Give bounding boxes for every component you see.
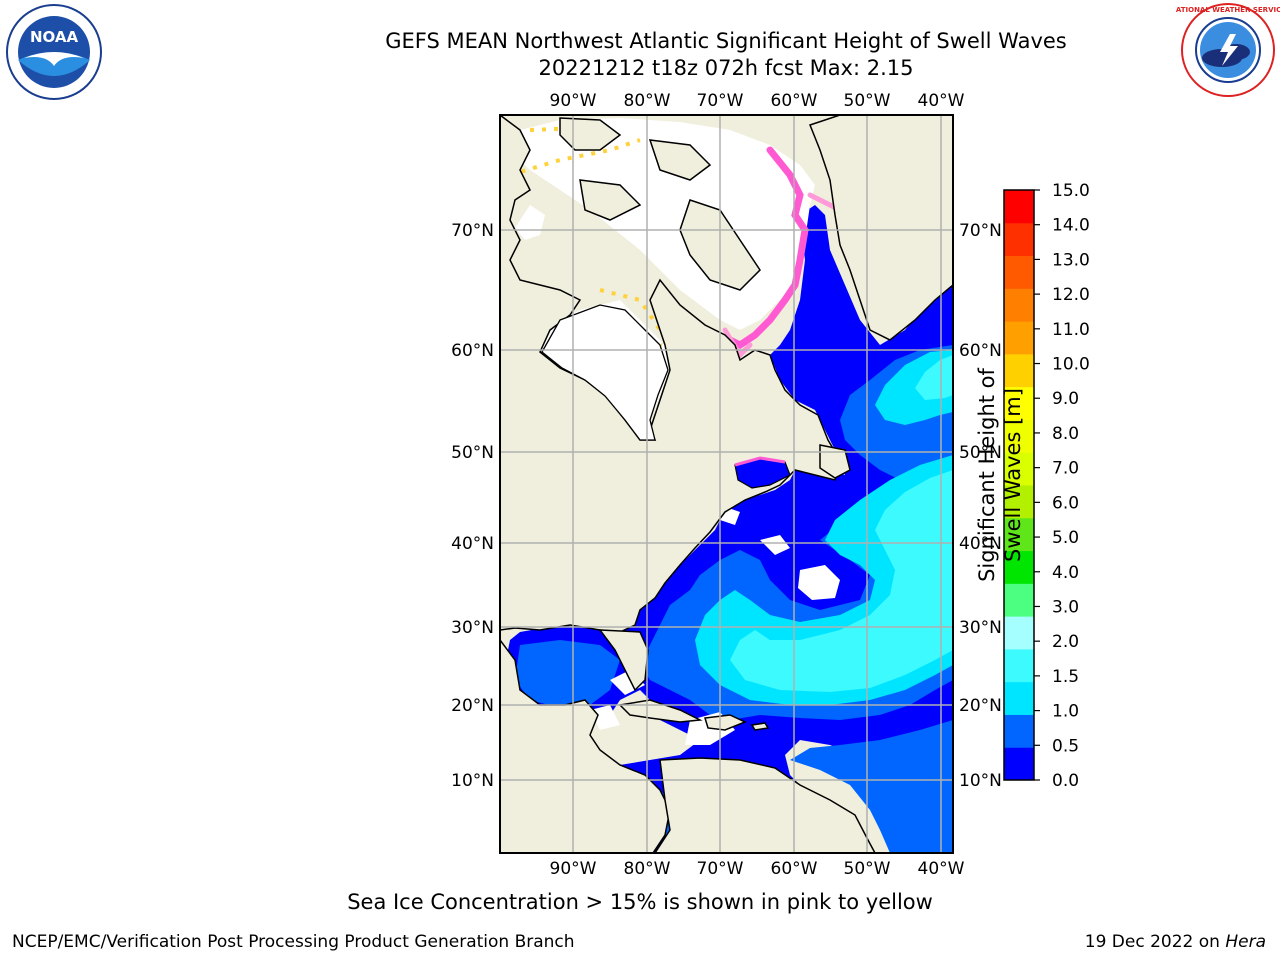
lat-label: 70°N xyxy=(451,221,494,241)
lon-label: 60°W xyxy=(771,859,818,879)
colorbar-tick-label: 3.0 xyxy=(1052,597,1079,617)
colorbar-segment xyxy=(1004,452,1034,486)
colorbar-tick-label: 0.0 xyxy=(1052,771,1079,791)
colorbar-segment xyxy=(1004,583,1034,617)
sea-ice-edge-yellow xyxy=(509,126,663,347)
colorbar-segment xyxy=(1004,616,1034,650)
lon-label: 80°W xyxy=(624,859,671,879)
colorbar-frame xyxy=(1003,189,1035,781)
st-lawrence-ice xyxy=(734,456,786,467)
colorbar-segment xyxy=(1004,648,1034,683)
lon-label: 40°W xyxy=(918,91,965,111)
lon-label: 60°W xyxy=(771,91,818,111)
colorbar-tick-label: 5.0 xyxy=(1052,528,1079,548)
colorbar-label-text: Significant Height of Swell Waves [m] xyxy=(975,368,1025,582)
colorbar-segment xyxy=(1004,714,1034,748)
lat-labels-right: 70°N 60°N 50°N 40°N 30°N 20°N 10°N xyxy=(959,221,1002,791)
lat-labels-left: 70°N 60°N 50°N 40°N 30°N 20°N 10°N xyxy=(451,221,494,791)
colorbar-tick-label: 1.0 xyxy=(1052,702,1079,722)
colorbar-tick-label: 12.0 xyxy=(1052,285,1090,305)
colorbar-segment xyxy=(1004,321,1034,355)
footer-date: 19 Dec 2022 on Hera xyxy=(1085,932,1266,952)
colorbar-tick-label: 8.0 xyxy=(1052,424,1079,444)
sea-ice-caption: Sea Ice Concentration > 15% is shown in … xyxy=(347,890,933,914)
noaa-logo: NOAA xyxy=(6,4,102,100)
colorbar-segment xyxy=(1004,485,1034,519)
lat-label: 60°N xyxy=(451,341,494,361)
lat-label: 70°N xyxy=(959,221,1002,241)
colorbar-tick-label: 15.0 xyxy=(1052,181,1090,201)
lat-label: 40°N xyxy=(451,534,494,554)
lon-labels-top: 90°W 80°W 70°W 60°W 50°W 40°W xyxy=(550,91,965,111)
colorbar-tick-label: 6.0 xyxy=(1052,493,1079,513)
no-data-patches xyxy=(590,505,840,745)
colorbar-label: Significant Height of Swell Waves [m] xyxy=(974,355,1034,595)
colorbar-segment xyxy=(1004,353,1034,388)
colorbar-tick-label: 14.0 xyxy=(1052,216,1090,236)
nws-logo-text: NATIONAL WEATHER SERVICE xyxy=(1176,6,1280,14)
map-subtitle: 20221212 t18z 072h fcst Max: 2.15 xyxy=(538,56,914,80)
lon-label: 80°W xyxy=(624,91,671,111)
footer-credit: NCEP/EMC/Verification Post Processing Pr… xyxy=(12,932,575,952)
lon-label: 90°W xyxy=(550,859,597,879)
coastlines xyxy=(500,115,953,853)
colorbar-segment xyxy=(1004,419,1034,453)
lat-label: 50°N xyxy=(959,443,1002,463)
lat-label: 10°N xyxy=(959,771,1002,791)
colorbar-segment xyxy=(1004,517,1034,552)
colorbar-tick-label: 11.0 xyxy=(1052,320,1090,340)
sea-ice-edge xyxy=(726,146,809,350)
nws-logo: NATIONAL WEATHER SERVICE xyxy=(1176,3,1280,97)
colorbar-segment xyxy=(1004,288,1034,322)
footer-date-text: 19 Dec 2022 on xyxy=(1084,932,1220,952)
lon-label: 70°W xyxy=(697,859,744,879)
ocean-swell-1.5-2.0 xyxy=(730,355,953,692)
colorbar-segment xyxy=(1004,681,1034,715)
graticule xyxy=(500,115,953,853)
lon-label: 50°W xyxy=(844,91,891,111)
lat-label: 60°N xyxy=(959,341,1002,361)
colorbar-segment xyxy=(1004,255,1034,289)
lon-label: 50°W xyxy=(844,859,891,879)
colorbar-tick-label: 9.0 xyxy=(1052,389,1079,409)
lat-label: 30°N xyxy=(959,618,1002,638)
colorbar-tick-label: 4.0 xyxy=(1052,563,1079,583)
lat-label: 30°N xyxy=(451,618,494,638)
lat-label: 50°N xyxy=(451,443,494,463)
colorbar-segment xyxy=(1004,550,1034,584)
colorbar-tick-label: 2.0 xyxy=(1052,632,1079,652)
colorbar-tick-label: 0.5 xyxy=(1052,736,1079,756)
lat-label: 20°N xyxy=(959,696,1002,716)
colorbar-tick-label: 13.0 xyxy=(1052,250,1090,270)
colorbar-segment xyxy=(1004,222,1034,257)
colorbar xyxy=(1003,189,1035,781)
lon-label: 70°W xyxy=(697,91,744,111)
footer-host: Hera xyxy=(1225,932,1266,952)
colorbar-segment xyxy=(1004,386,1034,420)
colorbar-tick-label: 1.5 xyxy=(1052,667,1079,687)
map-title: GEFS MEAN Northwest Atlantic Significant… xyxy=(385,29,1067,53)
lat-label: 10°N xyxy=(451,771,494,791)
map-plot-area xyxy=(500,115,953,853)
lat-label: 40°N xyxy=(959,534,1002,554)
map-frame xyxy=(499,114,954,854)
lon-label: 40°W xyxy=(918,859,965,879)
lon-labels-bottom: 90°W 80°W 70°W 60°W 50°W 40°W xyxy=(550,859,965,879)
colorbar-tick-label: 7.0 xyxy=(1052,459,1079,479)
colorbar-segment xyxy=(1004,747,1034,781)
lon-label: 90°W xyxy=(550,91,597,111)
colorbar-ticks: 15.0 14.0 13.0 12.0 11.0 10.0 9.0 8.0 7.0 6.0 5.0 4… xyxy=(1034,181,1090,791)
colorbar-segment xyxy=(1004,190,1034,224)
noaa-logo-text: NOAA xyxy=(30,28,79,46)
colorbar-tick-label: 10.0 xyxy=(1052,355,1090,375)
lat-label: 20°N xyxy=(451,696,494,716)
